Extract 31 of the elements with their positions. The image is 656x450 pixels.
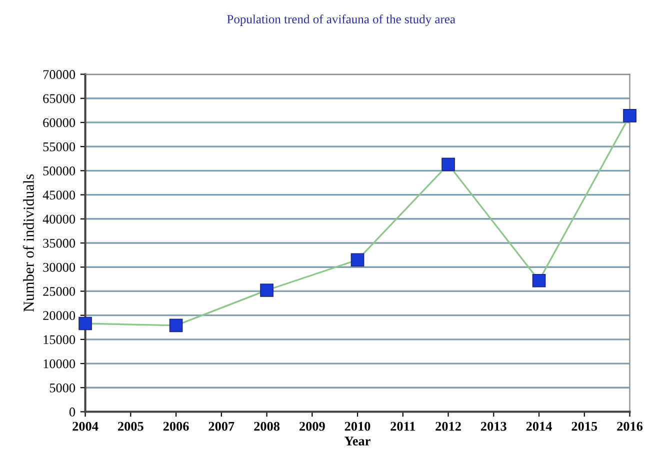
x-tick-label: 2006 [163,422,189,431]
y-tick-label: 0 [69,408,76,416]
x-tick-label: 2005 [118,422,144,431]
y-tick-label: 35000 [43,238,76,248]
x-tick-label: 2011 [390,422,416,431]
y-tick-label: 60000 [43,118,76,128]
x-tick-label: 2012 [436,422,461,431]
x-tick-label: 2013 [481,422,506,431]
y-tick-label: 15000 [44,335,76,344]
x-tick-label: 2007 [208,422,234,431]
y-tick-label: 55000 [43,142,76,152]
y-tick-label: 30000 [43,262,76,272]
y-tick-label: 5000 [50,383,76,392]
x-tick-label: 2004 [72,422,98,431]
x-tick-label: 2016 [617,422,643,431]
y-tick-label: 25000 [43,287,76,296]
x-tick-label: 2010 [344,422,370,431]
x-tick-label: 2009 [300,422,325,431]
y-tick-label: 10000 [44,359,76,368]
x-axis-title: Year [344,436,370,446]
x-tick-label: 2014 [526,422,552,431]
y-tick-label: 20000 [43,311,76,320]
y-axis-title: Number of individuals [23,174,34,312]
y-tick-label: 70000 [43,70,76,79]
x-tick-label: 2015 [572,422,598,431]
chart-title: Population trend of avifauna of the study area [227,14,456,26]
y-tick-label: 50000 [43,166,76,176]
y-tick-label: 45000 [42,190,76,200]
x-tick-label: 2008 [254,422,280,431]
y-tick-label: 40000 [42,214,76,224]
y-tick-label: 65000 [43,94,76,104]
